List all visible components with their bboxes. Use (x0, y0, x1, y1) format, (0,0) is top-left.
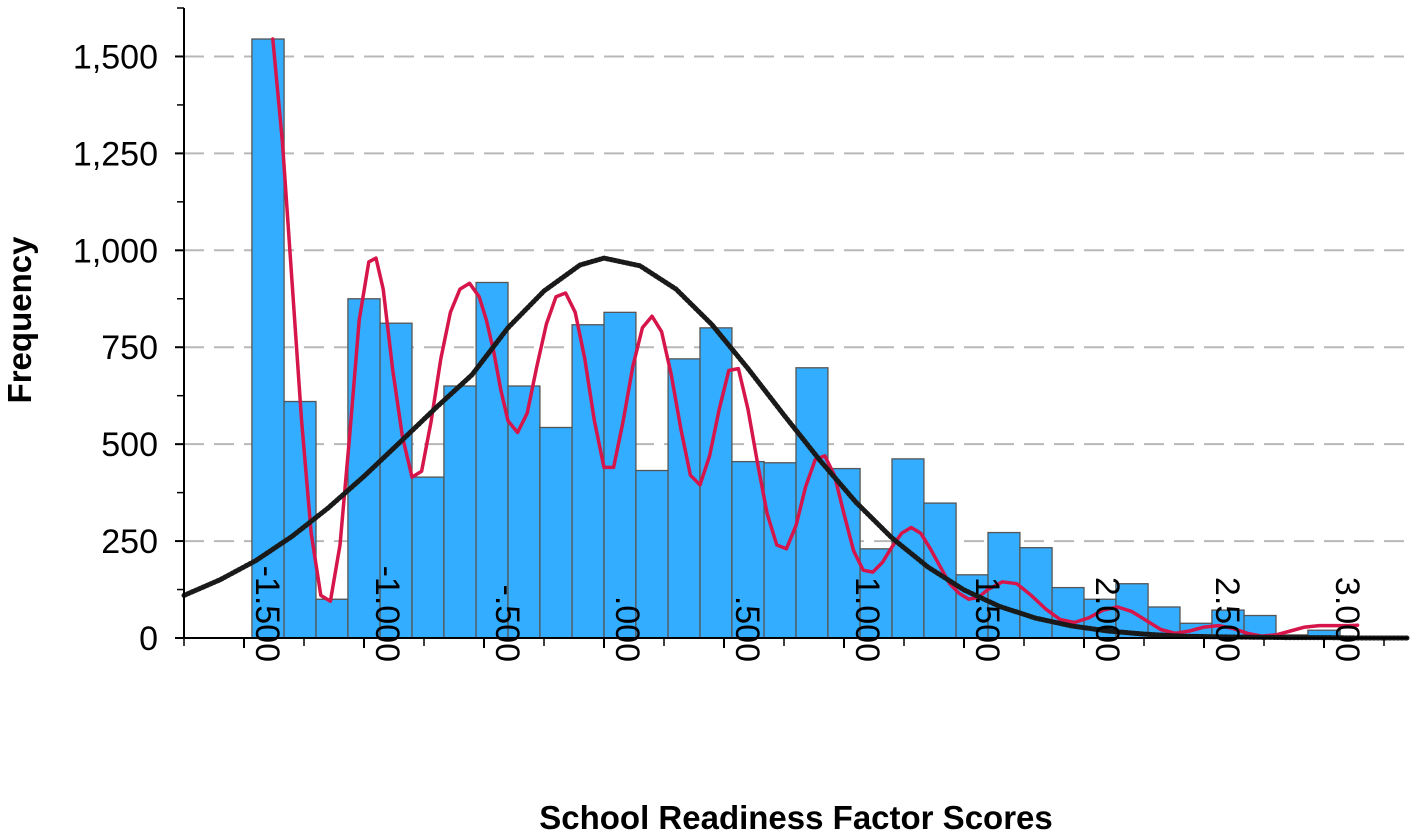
x-tick-label: -1.000 (368, 566, 406, 662)
y-tick-label: 1,250 (73, 135, 158, 173)
y-axis-title: Frequency (1, 236, 38, 404)
x-tick-label: -.500 (488, 585, 526, 663)
histogram-bar (443, 385, 477, 639)
y-tick-label: 750 (101, 329, 158, 367)
histogram-bar (859, 548, 893, 639)
x-tick-label: .000 (608, 596, 646, 662)
histogram-bar (315, 598, 349, 639)
histogram-bar (763, 462, 797, 639)
histogram-bar (379, 322, 413, 639)
x-tick-label: 1.500 (968, 577, 1006, 662)
x-tick-label: 1.000 (848, 577, 886, 662)
normal-curve-line (181, 255, 1411, 641)
y-tick-label: 0 (139, 620, 158, 658)
y-tick-label: 500 (101, 426, 158, 464)
axes: 0 250 500 750 1,000 1,250 1,500 -1.500 -1.000 -.5… (73, 7, 1408, 663)
histogram-bar (539, 426, 573, 639)
x-tick-label: .500 (728, 596, 766, 662)
histogram-bar (667, 358, 701, 639)
density-curve-line (271, 37, 1360, 638)
x-tick-label: -1.500 (248, 566, 286, 662)
y-tick-label: 1,000 (73, 232, 158, 270)
x-tick-label: 3.000 (1328, 577, 1366, 662)
histogram-bar (731, 460, 765, 639)
histogram-bar (1019, 547, 1053, 639)
histogram-bar (603, 311, 637, 639)
histogram-bar (1211, 609, 1245, 639)
x-tick-label: 2.500 (1208, 577, 1246, 662)
x-axis-title: School Readiness Factor Scores (539, 799, 1053, 836)
histogram-bar (411, 476, 445, 639)
histogram-bar (923, 502, 957, 639)
x-tick-label: 2.000 (1088, 577, 1126, 662)
histogram-bars (251, 38, 1341, 639)
histogram-bar (955, 574, 989, 639)
y-tick-label: 250 (101, 523, 158, 561)
histogram-bar (1051, 586, 1085, 639)
series-lines (181, 37, 1411, 641)
histogram-bar (251, 38, 285, 639)
y-tick-label: 1,500 (73, 38, 158, 76)
